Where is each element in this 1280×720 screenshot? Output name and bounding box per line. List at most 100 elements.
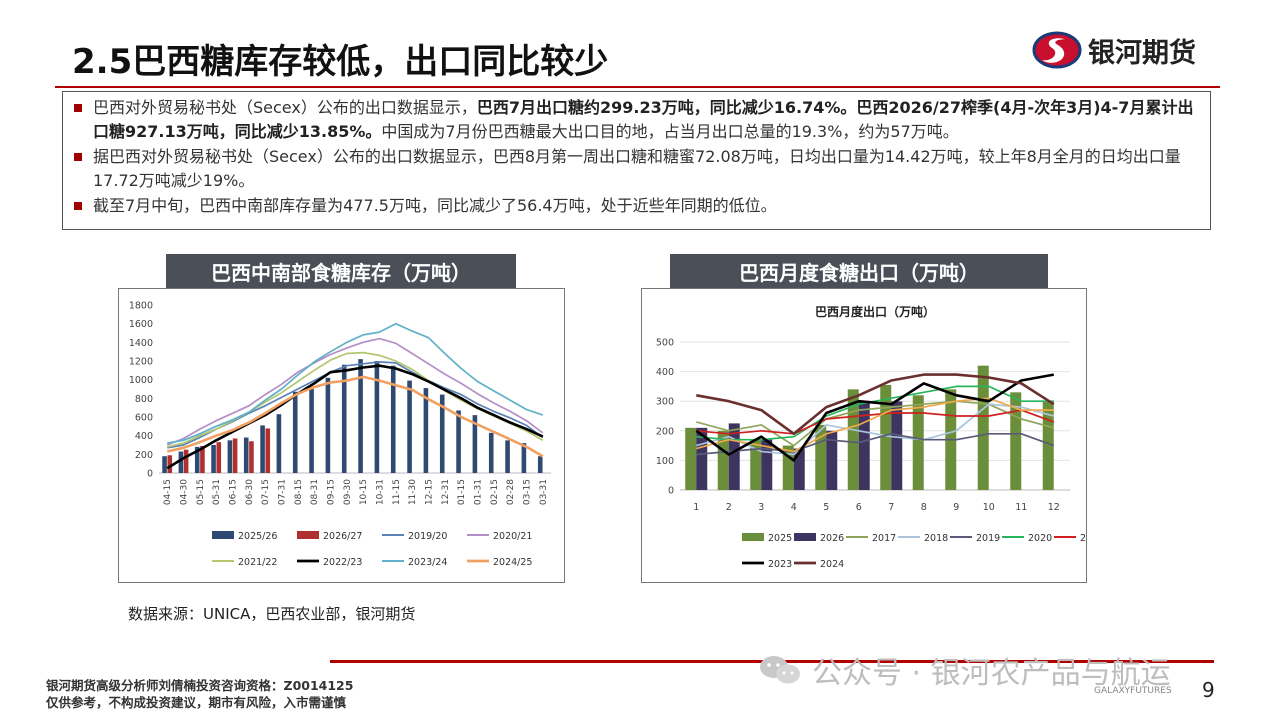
wechat-icon (760, 656, 800, 684)
y-tick-label: 0 (147, 469, 153, 480)
bar-2025/26 (325, 377, 331, 473)
bar-2025/26 (162, 456, 167, 473)
legend-label-2023/24: 2023/24 (408, 557, 447, 568)
line-2023/24 (167, 322, 544, 444)
bar-2025/26 (472, 415, 478, 473)
bar-2025/26 (505, 440, 510, 473)
brand: 银河期货 (1032, 30, 1196, 70)
bar-2025 (912, 395, 924, 490)
x-tick-label: 04-30 (180, 479, 190, 505)
legend-label-2024: 2024 (820, 559, 844, 570)
line-2024 (696, 373, 1055, 436)
bar-2025 (847, 389, 859, 490)
bar-2025/26 (423, 388, 429, 473)
bar-2025 (685, 427, 697, 490)
line-2019/20 (167, 361, 544, 449)
bar-2025/26 (407, 380, 412, 473)
bar-2026 (728, 423, 740, 490)
data-source: 数据来源：UNICA，巴西农业部，银河期货 (128, 605, 416, 623)
x-tick-label: 5 (823, 502, 829, 513)
bar-2026/27 (183, 449, 189, 473)
legend-label-2021: 2021 (1080, 533, 1086, 544)
bar-2025/26 (537, 456, 543, 473)
y-tick-label: 800 (135, 394, 153, 405)
bar-2026 (826, 430, 838, 490)
title-rule (55, 86, 1220, 88)
bar-2026 (858, 401, 870, 490)
line-2021 (696, 409, 1055, 435)
y-tick-label: 1800 (129, 301, 153, 312)
bar-2026/27 (167, 455, 173, 473)
y-tick-label: 1400 (129, 338, 153, 349)
line-2020/21 (166, 337, 544, 446)
x-tick-label: 4 (791, 502, 797, 513)
bullet-2: 据巴西对外贸易秘书处（Secex）公布的出口数据显示，巴西8月第一周出口糖和糖蜜… (71, 145, 1202, 193)
x-tick-label: 05-31 (212, 479, 222, 505)
bullet-square-icon (74, 202, 82, 210)
watermark-text: 公众号 · 银河农产品与航运 (812, 656, 1171, 691)
footer-note: 银河期货高级分析师刘倩楠投资咨询资格：Z0014125 仅供参考，不构成投资建议… (46, 677, 353, 711)
bar-2025/26 (390, 365, 396, 473)
bar-2026/27 (249, 441, 254, 473)
bullet-square-icon (74, 153, 82, 161)
y-tick-label: 500 (656, 338, 674, 349)
chart-left-header: 巴西中南部食糖库存（万吨） (166, 254, 516, 288)
bar-2025/26 (292, 391, 298, 473)
bullet-1-bold: 巴西7月出口糖约299.23万吨，同比减少16.74%。巴西2026/27榨季(… (93, 98, 1194, 141)
legend-label-2020/21: 2020/21 (493, 531, 532, 542)
x-tick-label: 12 (1048, 502, 1060, 513)
bar-2025 (815, 424, 827, 490)
page-number: 9 (1202, 678, 1215, 702)
bar-2025 (1010, 392, 1022, 490)
bar-2026/27 (232, 438, 238, 473)
legend-swatch-2026/27 (297, 531, 319, 539)
x-tick-label: 03-31 (539, 479, 549, 505)
line-2022/23 (166, 364, 544, 470)
summary-box: 巴西对外贸易秘书处（Secex）公布的出口数据显示，巴西7月出口糖约299.23… (62, 91, 1211, 230)
x-tick-label: 02-28 (506, 479, 516, 505)
bar-2025/26 (374, 361, 380, 473)
bar-2026 (696, 427, 708, 490)
legend-label-2026: 2026 (820, 533, 844, 544)
bar-2025 (750, 439, 762, 490)
x-tick-label: 09-30 (343, 479, 353, 505)
y-tick-label: 1000 (129, 375, 153, 386)
legend-label-2026/27: 2026/27 (323, 531, 362, 542)
watermark: 公众号 · 银河农产品与航运 (758, 648, 1171, 692)
footer-line-1: 银河期货高级分析师刘倩楠投资咨询资格：Z0014125 (46, 678, 354, 693)
bar-2025/26 (227, 440, 233, 473)
line-2017 (696, 400, 1055, 447)
bar-2025/26 (456, 410, 461, 473)
legend-label-2021/22: 2021/22 (238, 557, 277, 568)
y-tick-label: 200 (135, 450, 153, 461)
legend-label-2018: 2018 (924, 533, 948, 544)
x-tick-label: 10-15 (359, 479, 369, 505)
x-tick-label: 10 (983, 502, 995, 513)
legend-label-2017: 2017 (872, 533, 896, 544)
line-2018 (696, 403, 1055, 456)
legend-label-2023: 2023 (768, 559, 792, 570)
x-tick-label: 10-31 (376, 479, 386, 505)
x-tick-label: 01-15 (457, 479, 467, 505)
x-tick-label: 05-15 (196, 479, 206, 505)
bar-2026 (761, 439, 773, 490)
bar-2025/26 (488, 432, 494, 473)
legend-swatch-2025/26 (212, 531, 234, 539)
x-tick-label: 07-15 (261, 479, 271, 505)
legend-label-2019: 2019 (976, 533, 1000, 544)
y-tick-label: 0 (668, 486, 674, 497)
x-tick-label: 6 (856, 502, 862, 513)
bullet-1: 巴西对外贸易秘书处（Secex）公布的出口数据显示，巴西7月出口糖约299.23… (71, 96, 1202, 144)
footer-line-2: 仅供参考，不构成投资建议，期市有风险，入市需谨慎 (46, 695, 347, 710)
bar-2026 (891, 401, 903, 490)
y-tick-label: 400 (656, 367, 674, 378)
x-tick-label: 06-15 (229, 479, 239, 505)
x-tick-label: 12-31 (441, 479, 451, 505)
bullet-1-text-a: 巴西对外贸易秘书处（Secex）公布的出口数据显示， (93, 98, 477, 117)
bar-2025 (717, 430, 729, 490)
brand-logo-icon (1032, 31, 1082, 69)
x-tick-label: 11-30 (408, 479, 418, 505)
line-2019 (696, 432, 1055, 456)
x-tick-label: 2 (726, 502, 732, 513)
